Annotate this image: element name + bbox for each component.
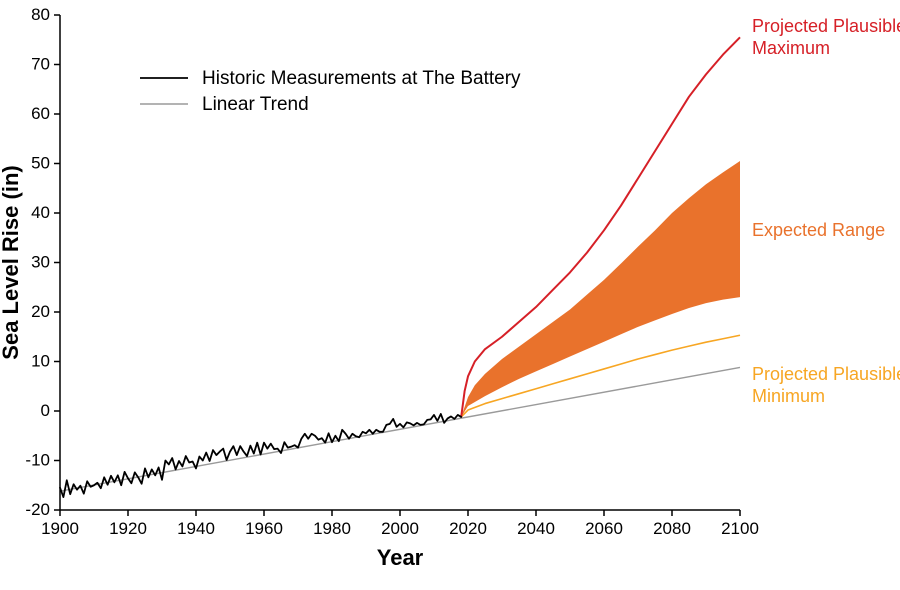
legend-label: Historic Measurements at The Battery bbox=[202, 68, 521, 89]
side-label: Expected Range bbox=[752, 220, 885, 240]
side-label: Projected Plausible bbox=[752, 364, 900, 384]
chart-container: { "chart": { "type": "line", "background… bbox=[0, 0, 900, 590]
legend-label: Linear Trend bbox=[202, 94, 309, 115]
x-tick-label: 2000 bbox=[381, 519, 419, 538]
x-tick-label: 1940 bbox=[177, 519, 215, 538]
x-tick-label: 1960 bbox=[245, 519, 283, 538]
y-tick-label: 0 bbox=[41, 401, 50, 420]
x-tick-label: 1980 bbox=[313, 519, 351, 538]
x-tick-label: 2100 bbox=[721, 519, 759, 538]
side-label: Minimum bbox=[752, 386, 825, 406]
y-tick-label: 60 bbox=[31, 104, 50, 123]
x-tick-label: 1900 bbox=[41, 519, 79, 538]
x-axis-label: Year bbox=[377, 545, 424, 570]
y-tick-label: 40 bbox=[31, 203, 50, 222]
y-tick-label: 10 bbox=[31, 352, 50, 371]
y-tick-label: -10 bbox=[25, 451, 50, 470]
side-label: Maximum bbox=[752, 38, 830, 58]
x-tick-label: 2040 bbox=[517, 519, 555, 538]
y-axis-label: Sea Level Rise (in) bbox=[0, 165, 23, 359]
x-tick-label: 2080 bbox=[653, 519, 691, 538]
x-tick-label: 1920 bbox=[109, 519, 147, 538]
side-label: Projected Plausible bbox=[752, 16, 900, 36]
x-tick-label: 2060 bbox=[585, 519, 623, 538]
y-tick-label: 30 bbox=[31, 253, 50, 272]
y-tick-label: 80 bbox=[31, 5, 50, 24]
y-tick-label: -20 bbox=[25, 500, 50, 519]
y-tick-label: 50 bbox=[31, 154, 50, 173]
sea-level-chart: -20 -10 0 10 20 30 40 50 60 70 80 1900 1920 1940 1960 1… bbox=[0, 0, 900, 590]
y-tick-label: 20 bbox=[31, 302, 50, 321]
y-tick-label: 70 bbox=[31, 55, 50, 74]
x-tick-label: 2020 bbox=[449, 519, 487, 538]
